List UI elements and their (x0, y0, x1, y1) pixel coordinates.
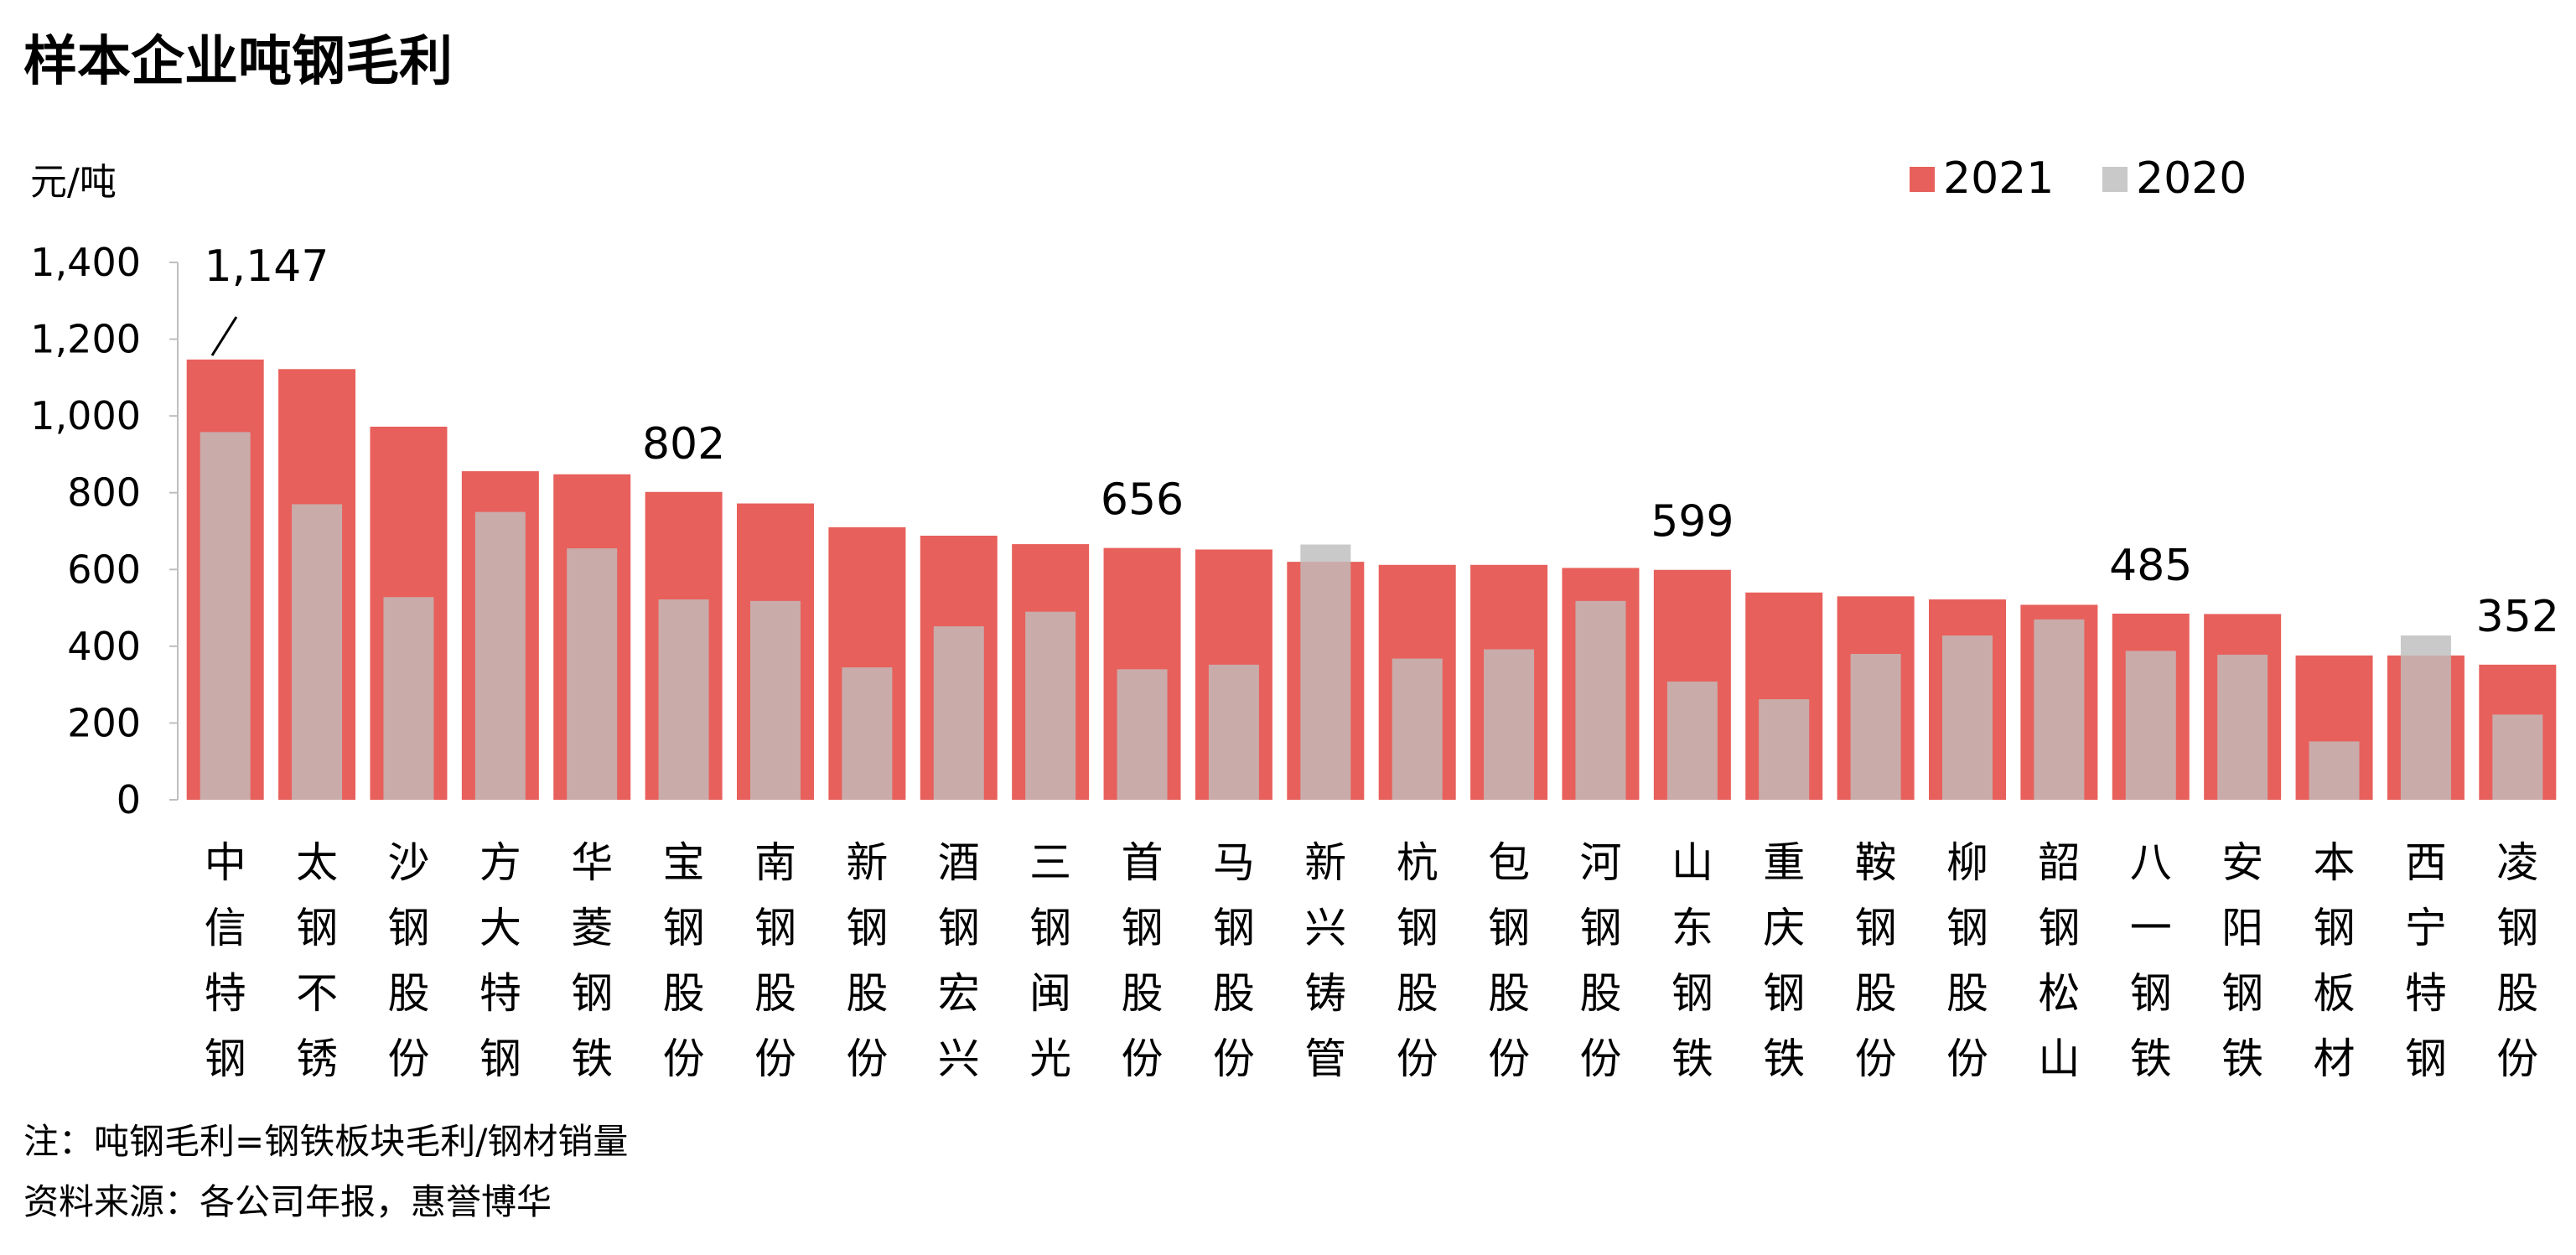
source-note: 资料来源：各公司年报，惠誉博华 (23, 1181, 552, 1222)
data-label: 1,147 (205, 241, 329, 292)
bar-2020 (2400, 655, 2451, 800)
data-label: 352 (2476, 592, 2559, 642)
category-label: 安阳钢铁 (2221, 838, 2263, 1083)
bar-2020 (383, 597, 434, 800)
bar-2020 (292, 504, 343, 800)
bar-2020-above (1300, 544, 1351, 563)
category-label: 凌钢股份 (2496, 838, 2538, 1083)
category-label: 杭钢股份 (1397, 838, 1438, 1083)
bar-2020 (1392, 658, 1443, 800)
bar-2020 (1575, 600, 1626, 800)
y-tick-label: 1,000 (30, 393, 141, 438)
data-label: 656 (1101, 475, 1184, 526)
bar-2020 (1208, 664, 1259, 800)
bar-2020 (1850, 654, 1901, 800)
category-label: 河钢股份 (1579, 838, 1621, 1083)
category-label: 本钢板材 (2314, 838, 2356, 1083)
y-tick-label: 1,200 (30, 317, 141, 362)
category-label: 三钢闽光 (1029, 838, 1071, 1083)
category-label: 马钢股份 (1213, 838, 1255, 1083)
category-label: 八一钢铁 (2130, 838, 2172, 1083)
bar-2020 (658, 599, 709, 800)
bar-2020 (567, 548, 618, 800)
y-tick-label: 0 (117, 777, 141, 822)
category-label: 西宁特钢 (2405, 838, 2447, 1083)
bar-2020-above (2400, 635, 2451, 656)
bar-2020 (750, 600, 801, 800)
bar-2020 (1942, 635, 1993, 800)
data-label: 485 (2109, 541, 2192, 591)
bar-2020 (2309, 741, 2360, 800)
category-label: 宝钢股份 (663, 838, 705, 1083)
category-label: 南钢股份 (754, 838, 796, 1083)
category-label: 新钢股份 (846, 838, 888, 1083)
y-tick-label: 1,400 (30, 240, 141, 285)
bar-2020 (933, 626, 984, 800)
legend-label-2021: 2021 (1943, 153, 2054, 204)
category-label: 沙钢股份 (387, 838, 429, 1083)
annotation-leader (210, 316, 238, 356)
bar-2020 (2492, 714, 2543, 800)
category-label: 华菱钢铁 (571, 838, 613, 1083)
legend-swatch-2020 (2102, 167, 2128, 192)
bar-2020 (1117, 669, 1168, 800)
bar-2020 (1025, 611, 1076, 800)
category-label: 方大特钢 (479, 838, 521, 1083)
bar-2020 (1484, 649, 1535, 800)
data-label: 599 (1651, 497, 1734, 547)
bar-2020 (474, 511, 526, 800)
chart-title: 样本企业吨钢毛利 (23, 31, 453, 93)
category-label: 韶钢松山 (2038, 838, 2080, 1083)
category-label: 柳钢股份 (1946, 838, 1988, 1083)
bar-2020 (1300, 562, 1351, 800)
y-tick-label: 400 (67, 624, 141, 669)
y-tick-label: 800 (67, 470, 141, 516)
bar-2020 (2217, 654, 2268, 800)
bar-2020 (842, 667, 893, 800)
legend-swatch-2021 (1910, 167, 1935, 192)
category-label: 酒钢宏兴 (938, 838, 980, 1083)
category-label: 太钢不锈 (296, 838, 338, 1083)
y-tick-label: 600 (67, 547, 141, 592)
category-label: 中信特钢 (205, 838, 246, 1083)
category-label: 首钢股份 (1122, 838, 1164, 1083)
bar-2020 (1759, 699, 1810, 800)
data-label: 802 (642, 419, 725, 469)
category-label: 鞍钢股份 (1855, 838, 1897, 1083)
category-label: 重庆钢铁 (1763, 838, 1805, 1083)
category-label: 山东钢铁 (1672, 838, 1713, 1083)
bar-2020 (2034, 619, 2085, 800)
formula-note: 注：吨钢毛利=钢铁板块毛利/钢材销量 (23, 1121, 629, 1162)
bar-2020 (1666, 681, 1718, 800)
bar-2020 (2125, 651, 2176, 800)
legend-label-2020: 2020 (2136, 153, 2247, 204)
y-tick-label: 200 (67, 700, 141, 745)
category-label: 新兴铸管 (1304, 838, 1346, 1083)
y-axis-label: 元/吨 (30, 161, 117, 204)
category-label: 包钢股份 (1488, 838, 1530, 1083)
bar-2020 (200, 432, 251, 800)
